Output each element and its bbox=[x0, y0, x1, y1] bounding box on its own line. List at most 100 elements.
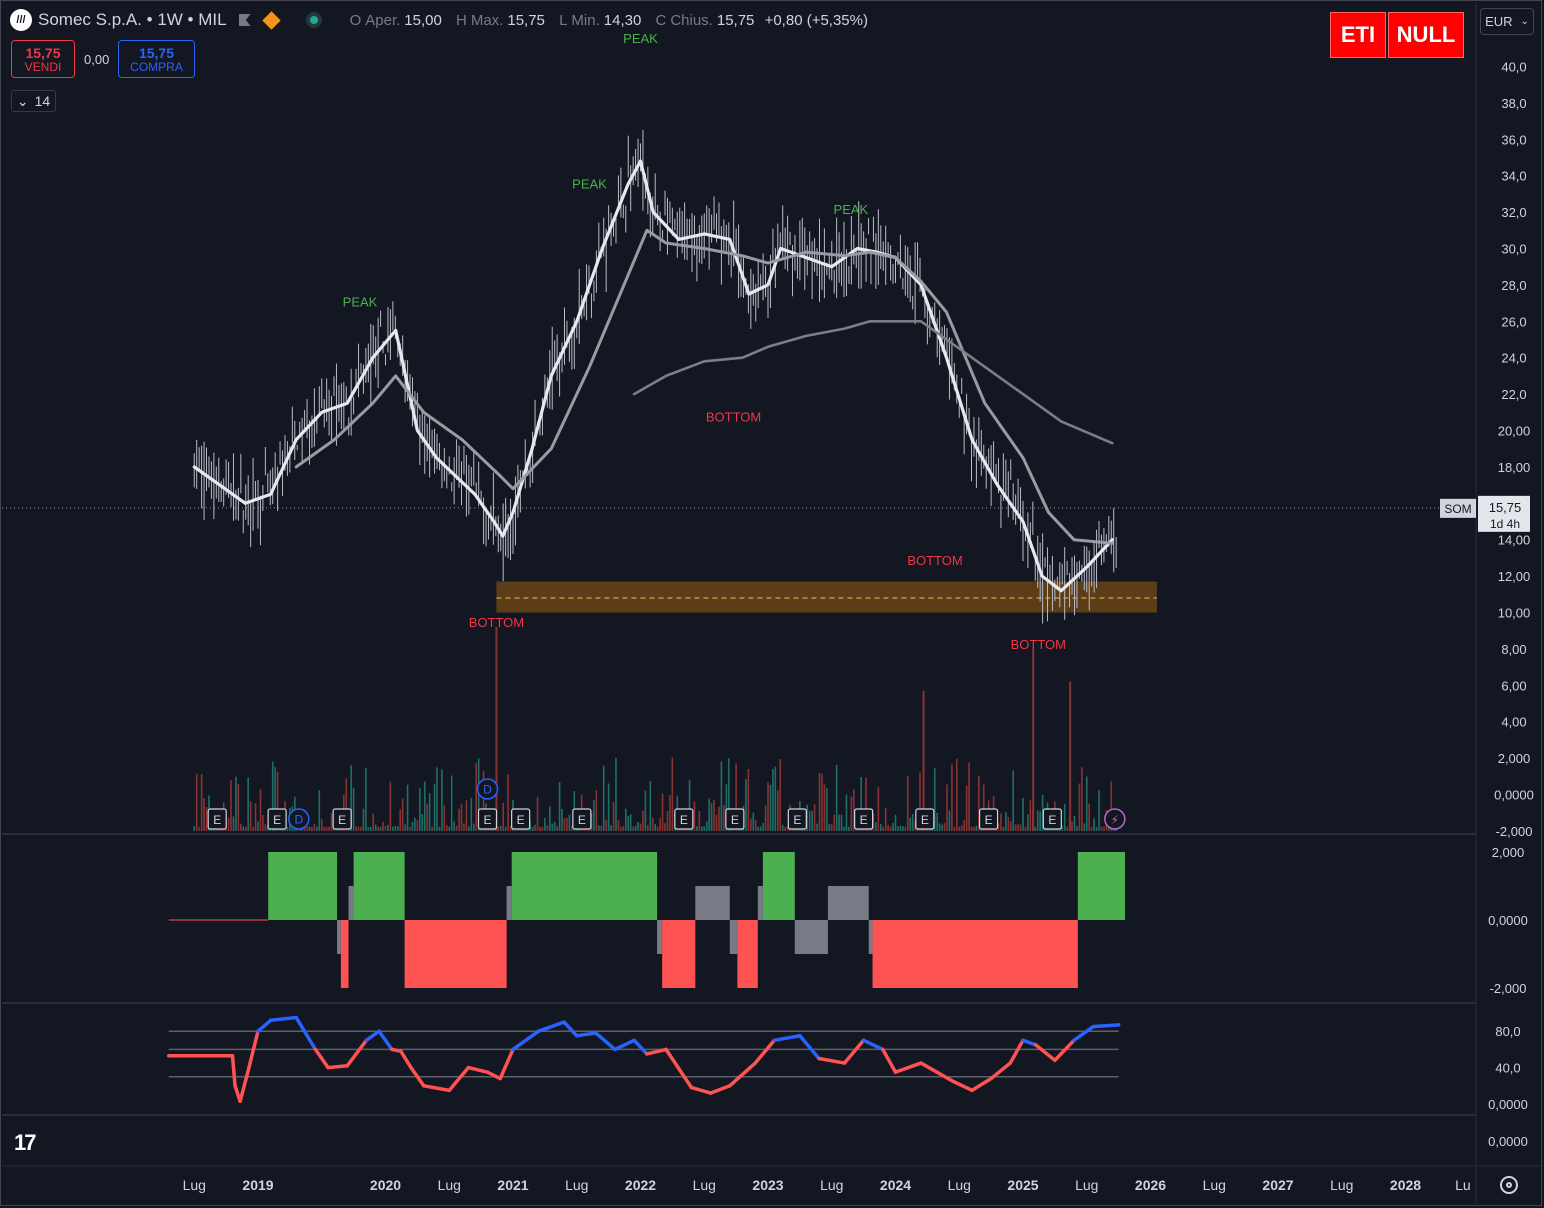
volume-bar bbox=[705, 821, 708, 831]
volume-bar bbox=[1039, 811, 1041, 831]
legend-header: /// Somec S.p.A. • 1W • MIL O Aper. 15,00 … bbox=[10, 8, 868, 32]
volume-bar bbox=[1036, 810, 1039, 831]
volume-bar bbox=[257, 821, 259, 831]
price-axis-tick: 10,00 bbox=[1498, 606, 1531, 621]
volume-bar bbox=[769, 784, 772, 831]
volume-bar bbox=[754, 820, 757, 831]
volume-bar bbox=[1017, 824, 1019, 831]
bottom-label: BOTTOM bbox=[706, 409, 761, 424]
volume-bar bbox=[879, 824, 882, 831]
oscillator-segment bbox=[1072, 1024, 1095, 1043]
price-axis-tick: 34,0 bbox=[1501, 169, 1526, 184]
volume-bar bbox=[642, 810, 644, 831]
oscillator-segment bbox=[861, 1038, 885, 1052]
trend-block bbox=[695, 886, 730, 920]
oscillator-segment bbox=[246, 1029, 260, 1074]
volume-bar bbox=[598, 825, 600, 831]
volume-bar bbox=[1007, 816, 1010, 831]
volume-bar bbox=[914, 820, 916, 831]
price-axis-tick: 18,00 bbox=[1498, 460, 1531, 475]
price-axis-tick: 12,00 bbox=[1498, 569, 1531, 584]
volume-bar bbox=[745, 779, 747, 831]
oscillator-segment bbox=[708, 1084, 732, 1095]
time-axis-tick: Lug bbox=[948, 1177, 971, 1193]
indicators-collapse-button[interactable]: ⌄ 14 bbox=[11, 90, 56, 112]
volume-bar bbox=[325, 826, 328, 831]
symbol-logo-icon[interactable]: /// bbox=[10, 9, 32, 31]
volume-bar bbox=[600, 825, 603, 831]
trend-axis-tick: 2,000 bbox=[1492, 845, 1525, 860]
volume-bar bbox=[767, 782, 769, 831]
volume-bar bbox=[276, 771, 279, 831]
diamond-icon[interactable] bbox=[261, 10, 281, 30]
gear-icon[interactable] bbox=[1500, 1176, 1518, 1194]
trend-block bbox=[268, 852, 338, 920]
volume-bar bbox=[254, 803, 257, 831]
volume-bar bbox=[1100, 826, 1103, 831]
volume-bar bbox=[445, 825, 448, 831]
volume-bar bbox=[423, 781, 426, 831]
volume-bar bbox=[620, 826, 622, 831]
volume-bar bbox=[622, 825, 625, 831]
volume-bar bbox=[416, 819, 419, 831]
volume-bar bbox=[757, 826, 759, 831]
volume-bar bbox=[411, 821, 414, 831]
volume-bar bbox=[750, 818, 752, 831]
volume-bar bbox=[436, 767, 438, 831]
volume-bar bbox=[419, 788, 421, 831]
candles-group bbox=[193, 130, 1117, 624]
volume-bar bbox=[835, 764, 838, 831]
buy-button[interactable]: 15,75 COMPRA bbox=[118, 40, 195, 78]
earnings-marker-label: E bbox=[731, 813, 739, 827]
volume-spike bbox=[922, 690, 925, 831]
volume-bar bbox=[838, 814, 840, 831]
volume-bar bbox=[443, 805, 446, 831]
volume-bar bbox=[656, 826, 659, 831]
price-axis-tick: 26,0 bbox=[1501, 314, 1526, 329]
oscillator-axis-tick: 80,0 bbox=[1495, 1024, 1520, 1039]
open-value: 15,00 bbox=[404, 11, 442, 29]
tradingview-logo-icon[interactable]: 17 bbox=[14, 1130, 37, 1155]
volume-bar bbox=[392, 826, 394, 831]
volume-bar bbox=[556, 826, 558, 831]
volume-bar bbox=[507, 774, 509, 831]
price-axis-tick: 4,00 bbox=[1501, 715, 1526, 730]
volume-bar bbox=[563, 818, 566, 831]
spread-value: 0,00 bbox=[84, 52, 110, 67]
volume-bar bbox=[240, 823, 242, 831]
trend-block bbox=[348, 886, 354, 920]
volume-bar bbox=[784, 826, 786, 831]
volume-bar bbox=[644, 790, 647, 831]
volume-bar bbox=[1076, 826, 1078, 831]
market-status-icon[interactable] bbox=[305, 12, 322, 28]
low-key: L bbox=[559, 11, 568, 29]
currency-select[interactable]: EUR ⌄ bbox=[1480, 8, 1534, 35]
oscillator-segment bbox=[753, 1038, 777, 1065]
volume-bar bbox=[830, 824, 833, 831]
symbol-tag bbox=[1440, 498, 1476, 518]
price-tag-value: 15,75 bbox=[1489, 500, 1522, 515]
earnings-marker bbox=[854, 808, 874, 830]
price-axis-tick: 2,000 bbox=[1498, 751, 1531, 766]
volume-bar bbox=[546, 824, 549, 831]
volume-bar bbox=[1012, 770, 1014, 831]
flag-icon[interactable] bbox=[238, 14, 251, 26]
oscillator-segment bbox=[364, 1029, 381, 1043]
oscillator-segment bbox=[256, 1018, 273, 1033]
symbol-title[interactable]: Somec S.p.A. • 1W • MIL bbox=[38, 10, 227, 29]
oscillator-segment bbox=[842, 1038, 866, 1065]
volume-bar bbox=[1110, 781, 1113, 831]
volume-bar bbox=[833, 814, 836, 831]
volume-bar bbox=[617, 820, 620, 831]
price-axis-tick: 22,0 bbox=[1501, 387, 1526, 402]
sell-button[interactable]: 15,75 VENDI bbox=[11, 40, 75, 78]
ohlc-values: O Aper. 15,00 H Max. 15,75 L Min. 14,30 C Chius… bbox=[340, 12, 868, 29]
volume-bar bbox=[774, 766, 777, 831]
time-axis-tick: 2022 bbox=[625, 1177, 656, 1193]
volume-bar bbox=[531, 826, 534, 831]
volume-bar bbox=[551, 823, 554, 831]
volume-bar bbox=[946, 784, 948, 831]
oscillator-segment bbox=[1021, 1038, 1038, 1047]
lightning-marker bbox=[1104, 808, 1126, 830]
